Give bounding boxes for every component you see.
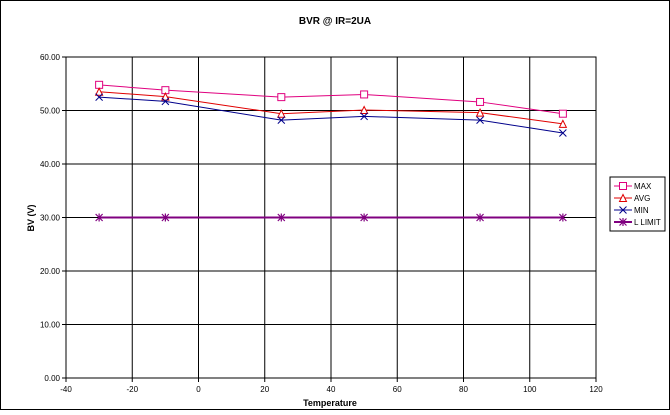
data-point (161, 91, 170, 101)
data-point (277, 116, 286, 124)
legend-label: L LIMIT (634, 218, 661, 227)
legend-item: AVG (614, 193, 650, 203)
data-point (476, 116, 484, 124)
series-line (99, 91, 563, 125)
series-min (95, 93, 567, 137)
data-point (359, 105, 369, 114)
data-point (360, 213, 369, 222)
x-tick-label: -40 (60, 385, 72, 394)
x-tick-label: 20 (260, 385, 269, 394)
data-point (559, 129, 567, 137)
chart-title: BVR @ IR=2UA (299, 16, 371, 27)
series-max (95, 80, 567, 118)
data-point (475, 108, 485, 117)
legend: MAX AVG MIN L LIMIT (609, 176, 666, 232)
legend-marker (619, 218, 627, 226)
x-tick-label: 40 (327, 385, 336, 394)
data-point (277, 109, 286, 118)
y-tick-label: 40.00 (40, 160, 61, 169)
axes-layer: -40 -20 0 20 40 60 80 100 120 0.00 10.00 20.00 30.00… (40, 53, 603, 394)
data-point (95, 93, 103, 101)
x-axis-title: Temperature (303, 398, 357, 408)
series-layer (94, 80, 568, 222)
legend-item: MIN (614, 206, 649, 215)
y-axis-title: BV (V) (26, 204, 36, 231)
y-tick-label: 10.00 (40, 321, 61, 330)
legend-label: MAX (634, 182, 652, 191)
legend-marker (619, 206, 627, 214)
data-point (161, 97, 170, 106)
legend-marker (619, 182, 627, 190)
x-tick-label: 0 (196, 385, 201, 394)
series-avg (94, 87, 568, 128)
x-tick-label: 100 (523, 385, 537, 394)
data-point (558, 109, 567, 118)
series-line (99, 96, 563, 134)
legend-item: L LIMIT (614, 218, 661, 227)
data-point (94, 87, 104, 96)
series-l-limit (95, 213, 567, 222)
legend-label: MIN (634, 206, 649, 215)
data-point (360, 112, 368, 121)
legend-marker (618, 193, 628, 202)
data-point (95, 213, 104, 222)
y-tick-label: 30.00 (40, 214, 61, 223)
data-point (277, 93, 286, 102)
x-tick-label: 80 (459, 385, 468, 394)
data-point (558, 119, 568, 128)
data-point (161, 213, 170, 222)
data-point (360, 90, 369, 99)
data-point (558, 213, 567, 222)
y-tick-label: 50.00 (40, 107, 61, 116)
data-point (476, 97, 485, 106)
x-tick-label: -20 (126, 385, 138, 394)
y-tick-label: 60.00 (40, 53, 61, 62)
y-tick-label: 0.00 (44, 374, 60, 383)
legend-item: MAX (614, 182, 652, 191)
y-tick-label: 20.00 (40, 267, 61, 276)
x-tick-label: 60 (393, 385, 402, 394)
x-tick-label: 120 (589, 385, 603, 394)
data-point (277, 213, 286, 222)
legend-label: AVG (634, 194, 650, 203)
series-line (99, 84, 563, 115)
data-point (476, 213, 484, 222)
